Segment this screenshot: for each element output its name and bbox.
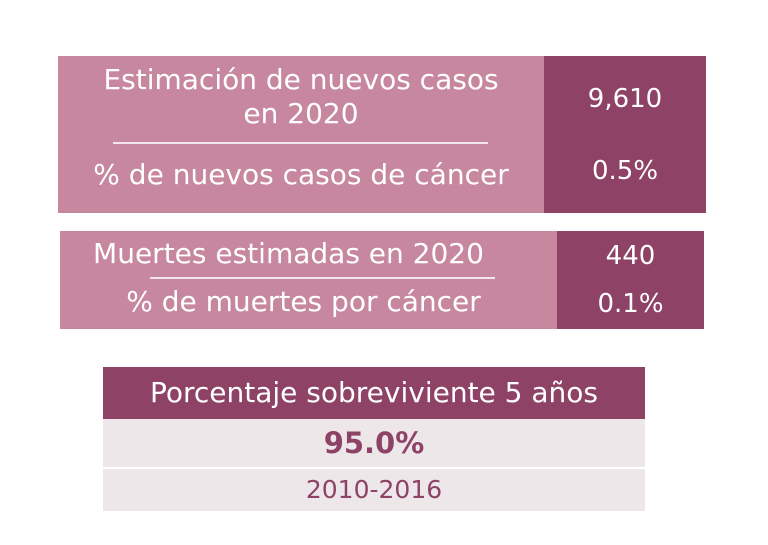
deaths-label-cell: Muertes estimadas en 2020 % de muertes p… [60,231,557,329]
new-cases-pct-label: % de nuevos casos de cáncer [93,158,509,191]
deaths-value-cell: 440 0.1% [557,231,704,329]
deaths-value: 440 [605,241,656,271]
survival-value: 95.0% [103,419,645,469]
survival-period: 2010-2016 [103,469,645,511]
new-cases-value-cell: 9,610 0.5% [544,56,706,213]
new-cases-divider [113,142,488,144]
deaths-pct-value: 0.1% [597,289,664,319]
survival-panel: Porcentaje sobreviviente 5 años 95.0% 20… [103,367,645,511]
deaths-panel: Muertes estimadas en 2020 % de muertes p… [60,231,704,329]
deaths-label: Muertes estimadas en 2020 [93,237,484,270]
new-cases-value: 9,610 [587,83,663,114]
deaths-pct-label: % de muertes por cáncer [126,285,481,318]
new-cases-label-line2: en 2020 [243,97,359,130]
deaths-divider [150,277,495,279]
new-cases-label-cell: Estimación de nuevos casos en 2020 % de … [58,56,544,213]
new-cases-label-line1: Estimación de nuevos casos [103,63,499,96]
new-cases-pct-value: 0.5% [591,155,659,186]
survival-title: Porcentaje sobreviviente 5 años [103,367,645,419]
new-cases-panel: Estimación de nuevos casos en 2020 % de … [58,56,706,213]
